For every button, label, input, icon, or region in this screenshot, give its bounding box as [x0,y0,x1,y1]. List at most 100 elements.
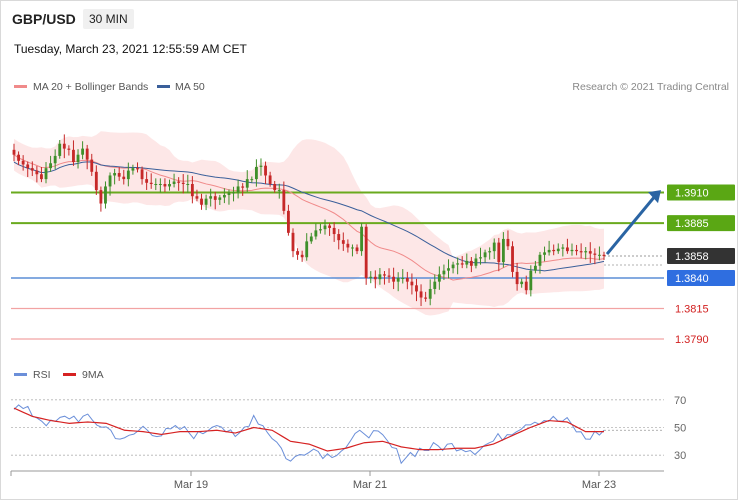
symbol-title: GBP/USD [12,11,76,27]
ma50-legend-swatch [157,85,170,88]
candle-body [575,249,578,252]
rsi-panel: 70 50 30 [11,395,686,465]
candle-body [405,277,409,282]
price-label-badge [667,248,735,265]
candle-body [122,176,126,180]
candle-body [437,274,441,282]
candle-body [168,184,171,187]
candle-body [126,170,130,180]
candle-body [579,251,583,253]
price-label-badge [667,184,735,201]
candle-body [433,281,437,289]
candle-body [415,285,418,292]
rsi-ma-legend-label: 9MA [82,369,104,381]
candle-body [62,143,66,149]
candle-body [190,184,194,197]
candle-body [296,251,299,255]
candle-body [40,174,43,180]
candle-body [561,247,565,249]
candle-body [593,253,597,255]
price-label-badge [667,215,735,232]
candle-body [30,168,34,171]
candle-body [291,232,295,252]
candle-body [483,252,487,258]
candle-body [598,254,601,256]
forecast-arrow-shaft [605,195,657,255]
candle-body [524,281,528,291]
ma20-line [13,154,605,281]
candle-body [364,226,368,278]
candle-body [584,251,588,253]
candle-body [17,154,20,161]
candle-body [565,247,569,252]
rsi-legend-label: RSI [33,369,51,381]
candle-body [602,254,606,257]
candle-body [309,236,313,242]
candle-body [328,225,331,228]
candle-body [26,164,30,169]
candle-body [200,198,203,205]
candle-body [264,165,267,176]
candle-body [351,247,354,249]
candle-body [396,277,400,282]
candle-body [460,263,464,265]
candle-body [163,184,167,187]
candle-body [67,148,71,150]
price-label-1.3790: 1.3790 [675,334,709,346]
candles [12,134,606,307]
candle-body [90,159,94,172]
candle-body [277,190,281,192]
candle-body [547,249,551,253]
candle-body [254,166,258,180]
candle-body [451,264,455,269]
candle-body [337,234,341,241]
candle-body [44,168,48,180]
candle-body [145,179,149,183]
ma20-legend-label: MA 20 + Bollinger Bands [33,81,148,93]
candle-body [488,251,492,253]
candle-body [104,186,107,204]
candle-body [58,143,62,156]
candle-body [158,184,162,186]
candle-body [53,155,57,164]
candle-body [209,196,213,199]
candle-body [515,271,519,285]
candle-body [456,263,460,265]
candle-body [378,274,382,280]
candle-body [479,257,482,259]
candle-body [511,246,514,272]
candle-body [204,198,208,205]
credit-label: Research © 2021 Trading Central [572,81,729,93]
rsi-tick-label: 70 [674,395,686,407]
ma50-legend-label: MA 50 [175,81,205,93]
candle-body [287,210,290,233]
rsi-tick-label: 50 [674,423,686,435]
forecast-arrow-head [648,190,661,204]
price-label-1.3885: 1.3885 [675,218,709,230]
candle-body [369,276,373,278]
candle-body [21,160,25,165]
candle-body [282,190,286,211]
candle-body [76,154,80,163]
x-tick-label: Mar 21 [353,479,387,491]
candle-body [410,281,414,286]
timeframe-badge[interactable]: 30 MIN [83,9,134,29]
candle-body [543,252,546,255]
ma50-line [13,161,605,272]
candle-body [501,238,505,263]
candle-body [383,274,386,276]
candle-body [332,227,336,235]
candle-body [181,182,185,185]
candle-body [140,169,144,180]
rsi-tick-label: 30 [674,450,686,462]
candle-body [186,184,190,186]
moving-averages [13,154,605,281]
candle-body [341,240,345,244]
candle-body [424,297,428,299]
candle-body [520,281,524,285]
candle-body [442,270,446,275]
rsi-line [13,404,605,465]
candle-body [81,148,85,155]
candle-body [346,243,350,248]
